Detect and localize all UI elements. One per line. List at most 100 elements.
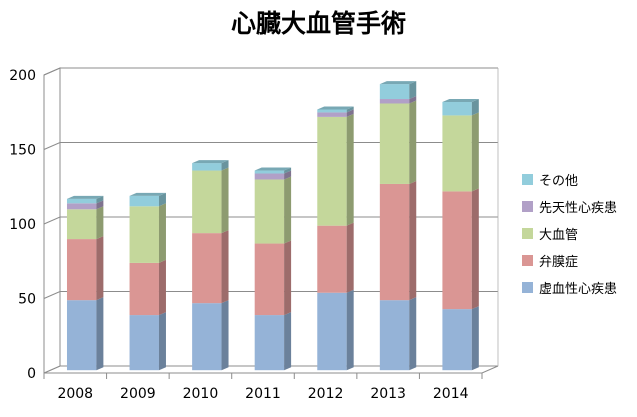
bar-segment-side xyxy=(96,236,104,301)
bar-segment-side xyxy=(409,180,417,301)
bar-stack xyxy=(442,99,479,371)
bar-top xyxy=(442,99,479,102)
bar-segment-side xyxy=(221,167,229,234)
legend-label: 大血管 xyxy=(539,228,579,243)
bar-segment xyxy=(442,309,472,371)
bar-segment xyxy=(254,315,285,371)
bar-segment xyxy=(317,116,347,226)
x-axis-ticks: 2008 2009 2010 2011 2012 2013 2014 xyxy=(43,373,483,402)
bar-segment xyxy=(192,303,222,371)
bar-segment-side xyxy=(346,109,354,117)
bar-segment xyxy=(254,173,285,180)
bar-segment-side xyxy=(158,259,166,316)
bar-segment-side xyxy=(96,297,104,371)
bar-segment xyxy=(129,206,159,263)
legend: その他先天性心疾患 大血管弁膜症虚血性心疾患 xyxy=(522,166,617,301)
legend-label: 弁膜症 xyxy=(539,255,579,270)
bar-segment xyxy=(254,243,285,316)
legend-swatch xyxy=(522,228,533,239)
bar-segment-side xyxy=(471,99,479,116)
y-tick-label: 50 xyxy=(18,292,36,308)
bar-segment xyxy=(254,170,285,174)
bar-segment xyxy=(192,233,222,304)
y-axis-ticks: 0 50 100 150 200 xyxy=(9,68,36,382)
legend-label: その他 xyxy=(539,174,579,189)
bar-top xyxy=(192,160,229,164)
bar-top xyxy=(66,195,104,199)
bar-segment xyxy=(66,209,97,240)
gridline xyxy=(43,142,498,150)
bar-segment-side xyxy=(346,113,354,226)
bar-segment-side xyxy=(158,312,166,371)
y-tick-label: 100 xyxy=(9,217,36,233)
legend-swatch xyxy=(522,282,533,293)
bar-segment xyxy=(317,292,347,371)
bar-segment-side xyxy=(284,170,292,180)
legend-label: 虚血性心疾患 xyxy=(539,282,618,297)
bar-segment xyxy=(254,179,285,244)
bar-segment-side xyxy=(221,160,229,171)
x-tick-label: 2010 xyxy=(183,386,219,402)
bar-segment xyxy=(66,239,97,301)
bar-segment xyxy=(66,203,97,210)
bar-stack xyxy=(192,160,229,371)
bar-segment-side xyxy=(346,106,354,113)
bar-segment-side xyxy=(96,200,104,210)
bar-segment xyxy=(129,262,159,316)
legend-item: 大血管 xyxy=(522,220,617,247)
bar-segment xyxy=(192,163,222,171)
bar-segment-side xyxy=(471,188,479,310)
bar-segment-side xyxy=(409,297,417,371)
bar-segment-side xyxy=(284,240,292,316)
x-tick-label: 2014 xyxy=(433,386,469,402)
bar-segment xyxy=(317,225,347,293)
bar-segment-side xyxy=(409,81,417,100)
bar-segment xyxy=(442,191,472,310)
bar-stack xyxy=(379,81,417,371)
gridline xyxy=(43,67,498,76)
x-tick-label: 2013 xyxy=(370,386,406,402)
bar-segment-side xyxy=(96,195,104,204)
legend-swatch xyxy=(522,174,533,185)
y-tick-label: 200 xyxy=(9,68,36,84)
bar-segment xyxy=(317,112,347,117)
bar-segment xyxy=(379,84,410,100)
bar-segment xyxy=(129,315,159,371)
bar-segment-side xyxy=(471,306,479,371)
bar-top xyxy=(254,167,292,171)
bar-segment-side xyxy=(221,230,229,304)
bar-stack xyxy=(129,192,166,371)
bar-segment-side xyxy=(346,289,354,371)
bar-segment xyxy=(129,195,159,207)
bar-segment xyxy=(66,300,97,371)
bar-top xyxy=(379,81,417,85)
bar-top xyxy=(317,106,354,110)
chart-title: 心臓大血管手術 xyxy=(230,9,406,38)
bar-segment xyxy=(66,198,97,204)
x-tick-label: 2012 xyxy=(308,386,344,402)
legend-item: 弁膜症 xyxy=(522,247,617,274)
bar-stack xyxy=(66,195,104,371)
legend-swatch xyxy=(522,255,533,266)
bar-segment xyxy=(379,300,410,371)
bar-segment-side xyxy=(471,112,479,192)
x-tick-label: 2009 xyxy=(120,386,156,402)
bar-segment xyxy=(379,103,410,184)
bar-segment-side xyxy=(409,100,417,184)
y-tick-label: 150 xyxy=(9,143,36,159)
bar-segment-side xyxy=(221,300,229,371)
bar-segment-side xyxy=(409,96,417,104)
legend-swatch xyxy=(522,201,533,212)
bar-top xyxy=(129,192,166,196)
x-tick-label: 2008 xyxy=(57,386,93,402)
legend-item: 虚血性心疾患 xyxy=(522,274,617,301)
bar-segment xyxy=(192,170,222,234)
bar-segment-side xyxy=(284,312,292,371)
legend-label: 先天性心疾患 xyxy=(539,201,618,216)
bar-segment-side xyxy=(158,192,166,207)
bar-segment xyxy=(442,102,472,116)
bar-segment-side xyxy=(284,176,292,244)
bar-stack xyxy=(317,106,354,371)
legend-item: 先天性心疾患 xyxy=(522,193,617,220)
